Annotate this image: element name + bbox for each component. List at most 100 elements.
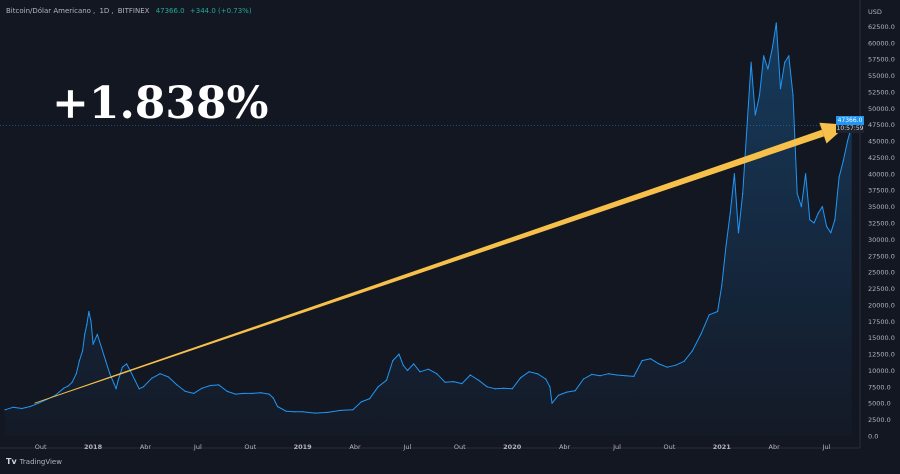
x-tick-label: Abr (559, 443, 571, 451)
data-point (503, 387, 505, 389)
data-point (566, 391, 568, 393)
x-tick-label: Jul (403, 443, 412, 451)
data-point (151, 377, 153, 379)
data-point (557, 394, 559, 396)
data-point (29, 405, 31, 408)
data-point (402, 364, 404, 366)
y-tick-label: 30000.0 (868, 236, 895, 244)
data-point (159, 373, 161, 375)
data-point (63, 387, 65, 389)
x-tick-label: Abr (140, 443, 152, 451)
data-point (478, 379, 480, 381)
exchange-label: BITFINEX (117, 7, 150, 15)
data-point (792, 94, 794, 96)
data-point (624, 375, 627, 377)
x-tick-label: Jul (612, 443, 621, 451)
data-point (813, 222, 815, 224)
bar-countdown-badge: 10:57:59 (836, 125, 864, 133)
symbol-label[interactable]: Bitcoin/Dólar Americano (6, 7, 91, 15)
data-point (469, 374, 471, 376)
data-point (746, 127, 748, 129)
data-point (88, 310, 90, 313)
data-point (486, 386, 488, 388)
series-line[interactable] (4, 22, 853, 414)
y-tick-label: 50000.0 (868, 105, 895, 113)
chart-header: Bitcoin/Dólar Americano, 1D, BITFINEX 47… (6, 7, 252, 15)
interval-label[interactable]: 1D (99, 7, 110, 15)
y-tick-label: 22500.0 (868, 285, 895, 293)
y-tick-label: 25000.0 (868, 269, 895, 277)
data-point (193, 392, 195, 394)
y-tick-label: 32500.0 (868, 220, 895, 228)
y-tick-label: 15000.0 (868, 334, 895, 342)
x-tick-label: Abr (769, 443, 781, 451)
x-tick-label: Out (35, 443, 47, 451)
data-point (392, 360, 394, 362)
series-area (5, 23, 852, 436)
data-point (779, 88, 782, 90)
data-point (138, 388, 140, 390)
data-point (38, 402, 40, 404)
data-point (4, 409, 6, 411)
data-point (86, 324, 88, 326)
x-tick-label: Out (663, 443, 675, 451)
last-price-label: 47366.0 (155, 7, 185, 15)
data-point (721, 284, 723, 286)
y-tick-label: 20000.0 (868, 301, 895, 309)
data-point (767, 68, 769, 70)
data-point (302, 411, 304, 413)
data-point (641, 360, 643, 362)
data-point (809, 219, 811, 221)
data-point (494, 388, 496, 390)
data-point (788, 55, 790, 57)
data-point (633, 375, 635, 377)
data-point (608, 373, 610, 375)
x-tick-label: 2021 (713, 443, 732, 451)
data-point (352, 409, 354, 411)
data-point (717, 310, 719, 313)
data-point (737, 232, 740, 234)
data-point (385, 379, 388, 381)
data-point (235, 393, 237, 395)
data-point (78, 360, 80, 362)
y-tick-label: 55000.0 (868, 72, 895, 80)
data-point (582, 378, 585, 380)
data-point (377, 386, 379, 388)
data-point (84, 333, 86, 335)
tradingview-brand[interactable]: 𝗧𝘃 TradingView (6, 457, 62, 466)
data-point (551, 402, 553, 404)
y-tick-label: 47500.0 (868, 121, 895, 129)
y-tick-label: 12500.0 (868, 351, 895, 359)
data-point (616, 374, 618, 376)
y-tick-label: 27500.0 (868, 252, 895, 260)
price-change-label: +344.0 (+0.73%) (189, 7, 252, 15)
data-point (591, 373, 593, 375)
data-point (134, 379, 136, 381)
data-point (536, 373, 539, 375)
x-tick-label: 2020 (503, 443, 522, 451)
data-point (444, 381, 446, 383)
y-tick-label: 37500.0 (868, 187, 895, 195)
data-point (82, 350, 84, 352)
data-point (846, 140, 849, 142)
data-point (691, 350, 694, 352)
x-tick-label: 2019 (294, 443, 313, 451)
data-point (272, 397, 274, 399)
tradingview-logo-icon: 𝗧𝘃 (6, 457, 17, 466)
y-tick-label: 7500.0 (868, 383, 891, 391)
data-point (369, 398, 371, 400)
data-point (826, 225, 828, 227)
y-tick-label: 62500.0 (868, 23, 895, 31)
data-point (830, 232, 832, 234)
data-point (511, 388, 513, 390)
data-point (683, 360, 685, 362)
data-point (126, 363, 128, 365)
data-point (725, 245, 727, 247)
data-point (167, 376, 170, 378)
currency-label: USD (868, 8, 882, 16)
data-point (398, 353, 400, 355)
data-point (427, 368, 429, 370)
data-point (115, 388, 117, 390)
